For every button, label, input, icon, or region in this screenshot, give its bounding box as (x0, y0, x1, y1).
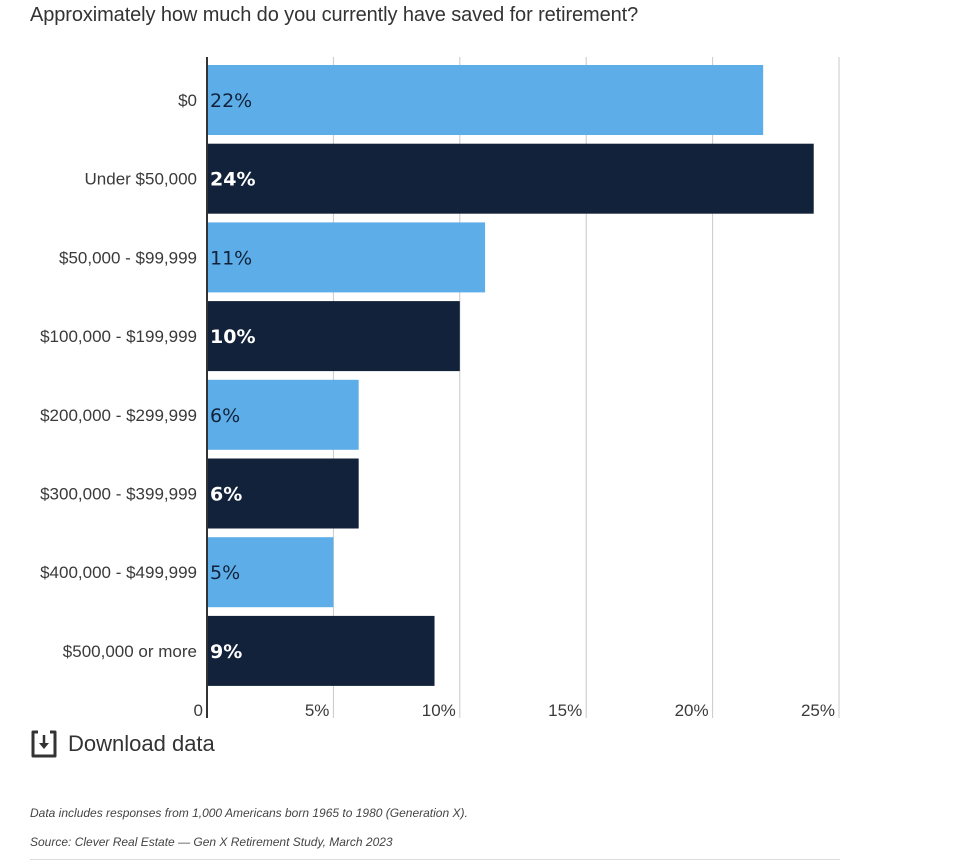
data-label: 22% (210, 90, 252, 112)
category-labels: $0 Under $50,000 $50,000 - $99,999 $100,000… (40, 91, 197, 661)
source-note: Source: Clever Real Estate — Gen X Retir… (30, 835, 393, 849)
download-data-label: Download data (68, 731, 215, 756)
category-label: $300,000 - $399,999 (40, 485, 197, 504)
x-tick-label: 20% (675, 701, 709, 720)
bar[interactable] (207, 615, 435, 686)
data-label: 10% (210, 326, 255, 348)
category-label: Under $50,000 (85, 170, 197, 189)
category-label: $200,000 - $299,999 (40, 406, 197, 425)
bars: 22% 24% 11% 10% 6% 6% 5% 9% (207, 65, 814, 686)
download-data-button[interactable]: Download data (30, 730, 215, 758)
download-icon (31, 730, 57, 758)
bar[interactable] (207, 458, 359, 529)
data-label: 9% (210, 641, 242, 663)
bar[interactable] (207, 379, 359, 450)
bar[interactable] (207, 537, 334, 608)
bar[interactable] (207, 222, 486, 293)
category-label: $500,000 or more (63, 642, 197, 661)
data-label: 11% (210, 247, 252, 269)
bar[interactable] (207, 143, 814, 214)
category-label: $0 (178, 91, 197, 110)
data-label: 5% (210, 562, 240, 584)
x-tick-label: 15% (548, 701, 582, 720)
chart-title: Approximately how much do you currently … (30, 4, 639, 26)
data-label: 6% (210, 484, 242, 506)
category-label: $100,000 - $199,999 (40, 327, 197, 346)
data-label: 6% (210, 405, 240, 427)
bar[interactable] (207, 65, 764, 135)
x-tick-label: 10% (422, 701, 456, 720)
category-label: $50,000 - $99,999 (59, 248, 197, 267)
bar[interactable] (207, 301, 460, 372)
data-label: 24% (210, 169, 255, 191)
x-tick-label: 25% (801, 701, 835, 720)
footer-divider (30, 859, 840, 860)
bar-chart: 22% 24% 11% 10% 6% 6% 5% 9% $0 Under $50,000 $50,… (40, 57, 840, 720)
x-tick-label: 0 (194, 701, 203, 720)
x-tick-label: 5% (305, 701, 330, 720)
tick-labels: 0 5% 10% 15% 20% 25% (194, 701, 835, 720)
data-description-note: Data includes responses from 1,000 Ameri… (30, 806, 468, 820)
category-label: $400,000 - $499,999 (40, 563, 197, 582)
